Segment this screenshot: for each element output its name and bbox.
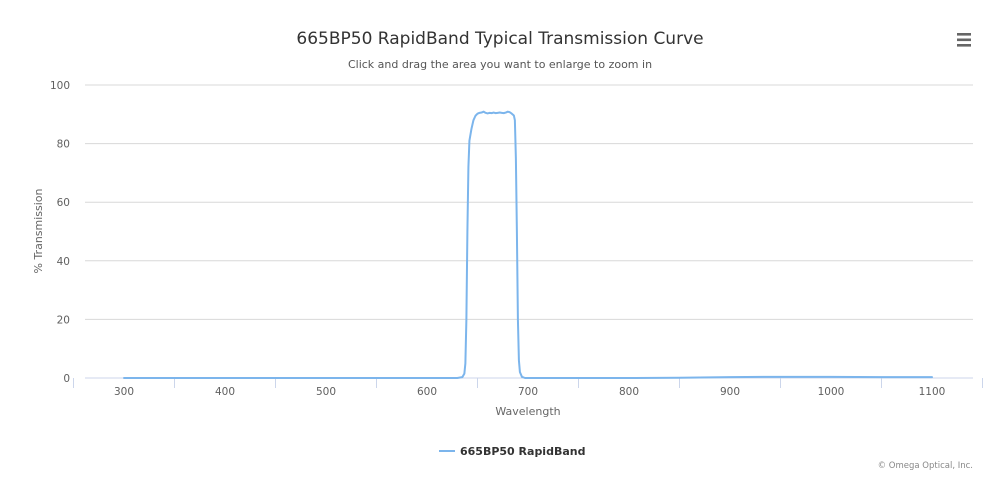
legend-label: 665BP50 RapidBand [460, 445, 585, 458]
y-axis-title: % Transmission [32, 188, 45, 273]
gridlines [85, 84, 973, 320]
x-tick-label-600: 600 [417, 386, 437, 398]
context-menu-button[interactable] [950, 27, 978, 53]
x-tick-label-400: 400 [215, 386, 235, 398]
credits[interactable]: © Omega Optical, Inc. [878, 461, 973, 471]
x-tick-label-1100: 1100 [919, 386, 946, 398]
x-tick-label-900: 900 [720, 386, 740, 398]
x-tick-label-500: 500 [316, 386, 336, 398]
y-tick-label-20: 20 [57, 314, 70, 326]
y-tick-label-80: 80 [57, 139, 70, 151]
y-tick-label-0: 0 [63, 373, 70, 385]
series-line-0[interactable] [123, 110, 933, 379]
y-tick-label-100: 100 [50, 80, 70, 92]
x-tick-label-700: 700 [518, 386, 538, 398]
x-axis-title: Wavelength [495, 405, 560, 418]
chart-title: 665BP50 RapidBand Typical Transmission C… [296, 29, 703, 49]
y-tick-label-60: 60 [57, 197, 70, 209]
x-tick-label-1000: 1000 [818, 386, 845, 398]
y-axis-tick-labels: 0 20 40 60 80 100 [50, 80, 70, 385]
hamburger-menu-icon [957, 33, 971, 47]
legend-item[interactable]: 665BP50 RapidBand [439, 445, 585, 458]
x-tick-label-300: 300 [114, 386, 134, 398]
x-tick-label-800: 800 [619, 386, 639, 398]
chart-subtitle: Click and drag the area you want to enla… [348, 58, 652, 71]
y-tick-label-40: 40 [57, 256, 70, 268]
plot-area[interactable] [123, 110, 933, 379]
x-axis-tick-labels: 300 400 500 600 700 800 900 1000 1100 [114, 386, 945, 398]
